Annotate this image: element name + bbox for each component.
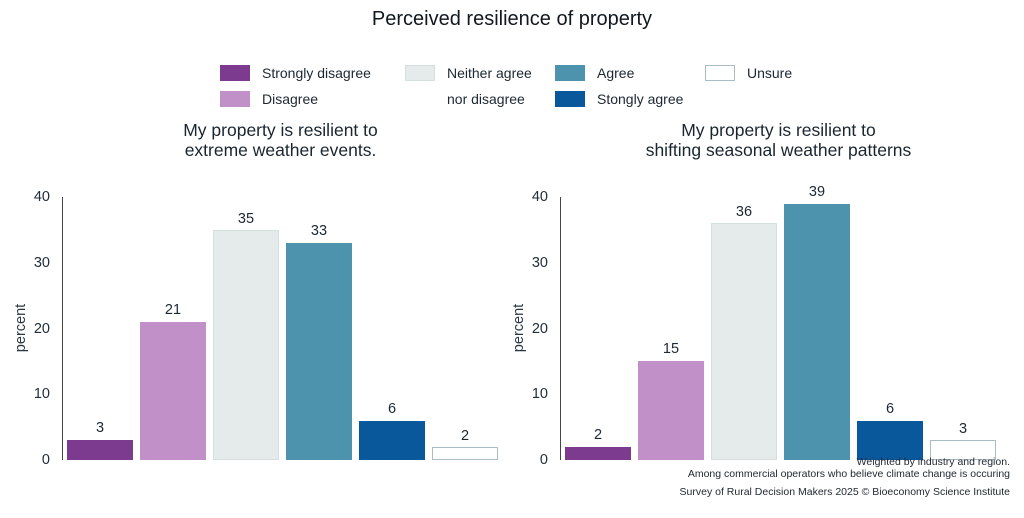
bar-stongly-agree: 6 (857, 401, 923, 460)
chart-subtitle-line1: My property is resilient to (183, 120, 378, 140)
bar-value-label: 6 (387, 400, 397, 417)
legend-swatch-neither (405, 65, 435, 81)
bar-neither-agree-nor-disagree: 36 (711, 204, 777, 460)
chart-panel-extreme-weather: My property is resilient to extreme weat… (0, 115, 510, 475)
legend-swatch-disagree (220, 91, 250, 107)
bar-strongly-disagree: 2 (565, 427, 631, 460)
legend-label: Strongly disagree (262, 65, 371, 81)
bar-value-label: 33 (310, 223, 328, 240)
legend-label: Disagree (262, 91, 319, 107)
footnote-sample: Among commercial operators who believe c… (687, 468, 1010, 480)
chart-subtitle-line2: extreme weather events. (184, 140, 377, 160)
legend-item-unsure: Unsure (705, 60, 815, 86)
legend-swatch-strongly-disagree (220, 65, 250, 81)
legend-label: nor disagree (447, 91, 525, 107)
bar-disagree: 15 (638, 341, 704, 460)
bar-unsure: 2 (432, 428, 498, 460)
legend-column: Neither agree nor disagree (405, 60, 555, 112)
chart-subtitle: My property is resilient to shifting sea… (560, 120, 997, 160)
footnote-weighting: Weighted by industry and region. (856, 456, 1010, 468)
bar-stongly-agree: 6 (359, 401, 425, 460)
legend-item-neither-line1: Neither agree (405, 60, 555, 86)
bar-value-label: 3 (95, 420, 105, 437)
chart-subtitle-line2: shifting seasonal weather patterns (645, 140, 912, 160)
legend-label: Agree (597, 65, 635, 81)
bar-value-label: 3 (958, 421, 968, 438)
legend: Strongly disagree Disagree Neither agree… (220, 60, 815, 112)
footnote-source: Survey of Rural Decision Makers 2025 © B… (679, 486, 1010, 498)
y-tick-label: 30 (33, 254, 50, 271)
legend-label: Neither agree (447, 65, 532, 81)
legend-column: Unsure (705, 60, 815, 112)
y-tick-label: 20 (531, 320, 548, 337)
bar-strongly-disagree: 3 (67, 420, 133, 460)
legend-item-agree: Agree (555, 60, 705, 86)
bar-group: 2 15 36 39 6 3 (565, 184, 996, 460)
bar-agree: 33 (286, 223, 352, 460)
legend-swatch-agree (555, 65, 585, 81)
bar-value-label: 15 (662, 341, 680, 358)
bar-disagree: 21 (140, 302, 206, 460)
y-tick-label: 0 (41, 452, 50, 468)
bar-group: 3 21 35 33 6 2 (67, 211, 498, 460)
y-tick-label: 20 (33, 320, 50, 337)
legend-item-neither-line2: nor disagree (405, 86, 555, 112)
y-tick-label: 10 (531, 386, 548, 403)
chart-subtitle-line1: My property is resilient to (681, 120, 876, 140)
y-tick-label: 10 (33, 386, 50, 403)
legend-swatch-unsure (705, 65, 735, 81)
plot-area: 3 21 35 33 6 2 (62, 197, 500, 460)
legend-item-disagree: Disagree (220, 86, 405, 112)
chart-panel-seasonal-patterns: My property is resilient to shifting sea… (498, 115, 1024, 475)
legend-swatch-strongly-agree (555, 91, 585, 107)
y-axis-ticks: 0 10 20 30 40 (6, 189, 56, 468)
legend-item-strongly-agree: Stongly agree (555, 86, 705, 112)
y-tick-label: 30 (531, 254, 548, 271)
y-tick-label: 40 (33, 189, 50, 205)
legend-column: Agree Stongly agree (555, 60, 705, 112)
bar-value-label: 35 (237, 210, 255, 227)
bar-value-label: 39 (808, 183, 826, 200)
bar-value-label: 36 (735, 204, 753, 221)
bar-agree: 39 (784, 184, 850, 460)
legend-item-strongly-disagree: Strongly disagree (220, 60, 405, 86)
plot-area: 2 15 36 39 6 3 (560, 184, 998, 460)
y-tick-label: 40 (531, 189, 548, 205)
y-tick-label: 0 (539, 452, 548, 468)
legend-label: Stongly agree (597, 91, 684, 107)
bar-value-label: 21 (164, 301, 182, 318)
bar-unsure: 3 (930, 421, 996, 460)
legend-column: Strongly disagree Disagree (220, 60, 405, 112)
bar-value-label: 2 (593, 426, 603, 443)
figure-title: Perceived resilience of property (371, 8, 653, 30)
chart-subtitle: My property is resilient to extreme weat… (62, 120, 499, 160)
bar-neither-agree-nor-disagree: 35 (213, 211, 279, 460)
legend-label: Unsure (747, 65, 793, 81)
bar-value-label: 6 (885, 400, 895, 417)
bar-value-label: 2 (460, 427, 470, 444)
y-axis-ticks: 0 10 20 30 40 (504, 189, 554, 468)
